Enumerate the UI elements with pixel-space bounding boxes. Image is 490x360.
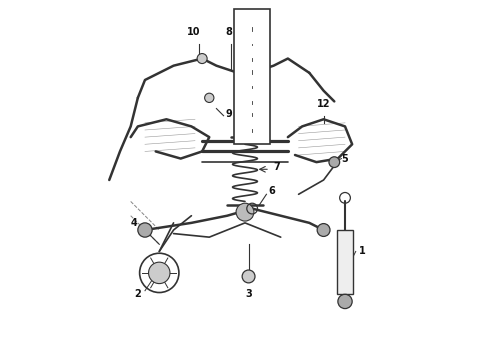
Circle shape [242,270,255,283]
Text: 3: 3 [245,289,252,299]
Text: 10: 10 [187,27,200,37]
Text: 12: 12 [317,99,330,109]
Circle shape [245,73,259,86]
Circle shape [148,262,170,284]
Circle shape [248,62,256,70]
Circle shape [247,132,258,143]
Circle shape [138,223,152,237]
Circle shape [245,88,259,101]
Text: 4: 4 [131,218,138,228]
Circle shape [248,18,256,27]
Circle shape [197,54,207,64]
Text: 7: 7 [273,162,280,172]
Circle shape [245,116,259,129]
Bar [234,9,270,144]
Circle shape [329,157,340,167]
Circle shape [338,294,352,309]
Circle shape [245,45,259,58]
Text: 1: 1 [359,247,366,256]
Circle shape [238,125,252,139]
Circle shape [236,203,254,221]
Text: 8: 8 [225,27,232,37]
Circle shape [245,31,259,44]
Circle shape [248,104,256,113]
Text: 9: 9 [225,109,232,119]
Text: 6: 6 [268,186,275,196]
Circle shape [317,224,330,237]
Bar [337,230,353,294]
Circle shape [205,93,214,103]
Text: 2: 2 [134,289,141,299]
Text: 5: 5 [342,154,348,163]
